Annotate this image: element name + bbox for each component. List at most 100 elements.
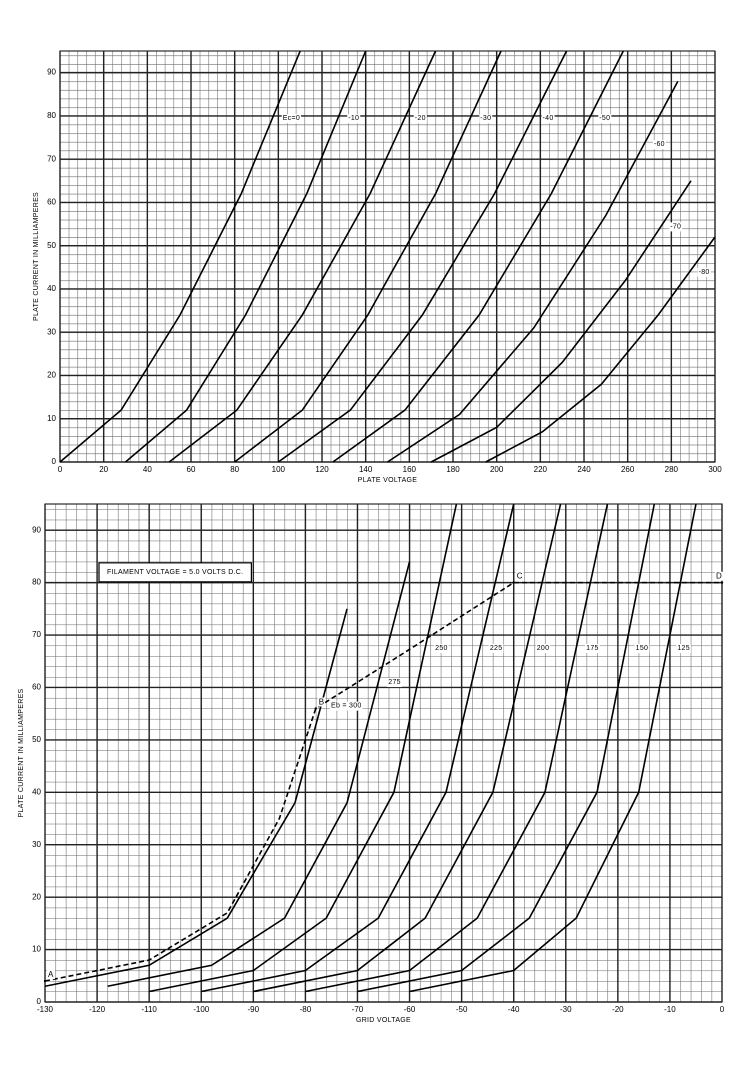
x-tick-label: 300 bbox=[708, 465, 722, 474]
curve bbox=[59, 50, 301, 463]
label-bg bbox=[413, 114, 427, 124]
curve-label: -40 bbox=[543, 115, 554, 122]
curve bbox=[124, 50, 367, 463]
point-marker bbox=[314, 707, 317, 710]
label-bg bbox=[697, 267, 711, 277]
point-marker bbox=[43, 979, 47, 983]
curve-label: Ec=0 bbox=[283, 115, 300, 122]
y-tick-label: 50 bbox=[32, 735, 41, 744]
x-tick-label: -110 bbox=[141, 1005, 157, 1014]
curve bbox=[305, 503, 609, 993]
y-tick-label: 80 bbox=[47, 111, 56, 120]
label-bg bbox=[669, 222, 683, 232]
y-tick-label: 0 bbox=[52, 457, 57, 466]
x-tick-label: -30 bbox=[560, 1005, 572, 1014]
x-tick-label: -40 bbox=[508, 1005, 520, 1014]
x-tick-label: -10 bbox=[664, 1005, 676, 1014]
x-tick-label: 240 bbox=[577, 465, 591, 474]
curve bbox=[430, 180, 692, 463]
x-tick-label: 220 bbox=[534, 465, 548, 474]
point-label: B bbox=[319, 698, 324, 707]
x-tick-label: 0 bbox=[58, 465, 63, 474]
label-bg bbox=[47, 970, 55, 980]
x-axis-label: PLATE VOLTAGE bbox=[358, 477, 418, 484]
curve bbox=[253, 503, 562, 993]
x-tick-label: 180 bbox=[446, 465, 460, 474]
curve bbox=[277, 50, 568, 463]
x-tick-label: 60 bbox=[187, 465, 196, 474]
curve bbox=[409, 503, 697, 993]
label-bg bbox=[281, 114, 302, 124]
curve-label: -20 bbox=[415, 115, 426, 122]
label-bg bbox=[715, 571, 723, 581]
x-tick-label: 0 bbox=[720, 1005, 725, 1014]
curve bbox=[357, 503, 656, 993]
y-tick-label: 30 bbox=[32, 840, 41, 849]
curve bbox=[107, 561, 411, 988]
x-tick-label: -50 bbox=[456, 1005, 468, 1014]
x-tick-label: 40 bbox=[143, 465, 152, 474]
label-bg bbox=[347, 114, 361, 124]
x-tick-label: -60 bbox=[404, 1005, 416, 1014]
x-tick-label: -80 bbox=[300, 1005, 312, 1014]
label-bg bbox=[535, 644, 551, 654]
point-label: C bbox=[517, 572, 523, 581]
curve bbox=[485, 236, 716, 463]
curve-label: 250 bbox=[435, 645, 448, 652]
label-bg bbox=[434, 644, 449, 654]
curve-label: -70 bbox=[670, 223, 681, 230]
y-tick-label: 70 bbox=[32, 630, 41, 639]
x-tick-label: -70 bbox=[352, 1005, 364, 1014]
label-bg bbox=[585, 644, 600, 654]
y-tick-label: 90 bbox=[32, 525, 41, 534]
x-tick-label: -100 bbox=[193, 1005, 210, 1014]
y-axis-label: PLATE CURRENT IN MILLIAMPERES bbox=[18, 688, 25, 817]
curve-label: 200 bbox=[537, 645, 550, 652]
curve bbox=[148, 503, 458, 993]
label-bg bbox=[634, 644, 650, 654]
curve-label: -60 bbox=[654, 141, 665, 148]
x-tick-label: 120 bbox=[315, 465, 329, 474]
point-marker bbox=[512, 581, 515, 584]
label-bg bbox=[488, 644, 504, 654]
label-bg bbox=[387, 678, 402, 688]
label-bg bbox=[676, 644, 691, 654]
point-marker bbox=[720, 581, 724, 584]
annotation: FILAMENT VOLTAGE = 5.0 VOLTS D.C. bbox=[107, 569, 243, 576]
annotation-box bbox=[98, 562, 252, 583]
y-tick-label: 60 bbox=[47, 198, 56, 207]
x-tick-label: 140 bbox=[359, 465, 373, 474]
label-bg bbox=[541, 114, 555, 124]
y-tick-label: 40 bbox=[47, 284, 56, 293]
x-tick-label: -120 bbox=[89, 1005, 106, 1014]
x-tick-label: 200 bbox=[490, 465, 504, 474]
x-tick-label: 20 bbox=[99, 465, 108, 474]
curve bbox=[44, 608, 348, 988]
y-tick-label: 80 bbox=[32, 578, 41, 587]
y-axis-label: PLATE CURRENT IN MILLIAMPERES bbox=[33, 192, 40, 321]
curve bbox=[332, 50, 625, 463]
y-tick-label: 40 bbox=[32, 787, 41, 796]
label-bg bbox=[598, 114, 612, 124]
curve bbox=[234, 50, 502, 463]
x-tick-label: 280 bbox=[665, 465, 679, 474]
y-tick-label: 10 bbox=[32, 945, 41, 954]
curve bbox=[387, 80, 679, 463]
label-bg bbox=[330, 701, 363, 711]
curve-label: 150 bbox=[636, 645, 649, 652]
label-bg bbox=[479, 114, 493, 124]
x-tick-label: -20 bbox=[612, 1005, 624, 1014]
curve-label: 225 bbox=[490, 645, 503, 652]
y-tick-label: 20 bbox=[32, 892, 41, 901]
label-bg bbox=[317, 697, 326, 707]
point-label: A bbox=[48, 970, 54, 979]
load-line bbox=[44, 581, 722, 982]
curve bbox=[201, 503, 515, 993]
y-tick-label: 20 bbox=[47, 371, 56, 380]
y-tick-label: 0 bbox=[37, 997, 42, 1006]
curve-label: 125 bbox=[677, 645, 690, 652]
label-bg bbox=[652, 140, 666, 150]
plot-area bbox=[59, 50, 716, 463]
